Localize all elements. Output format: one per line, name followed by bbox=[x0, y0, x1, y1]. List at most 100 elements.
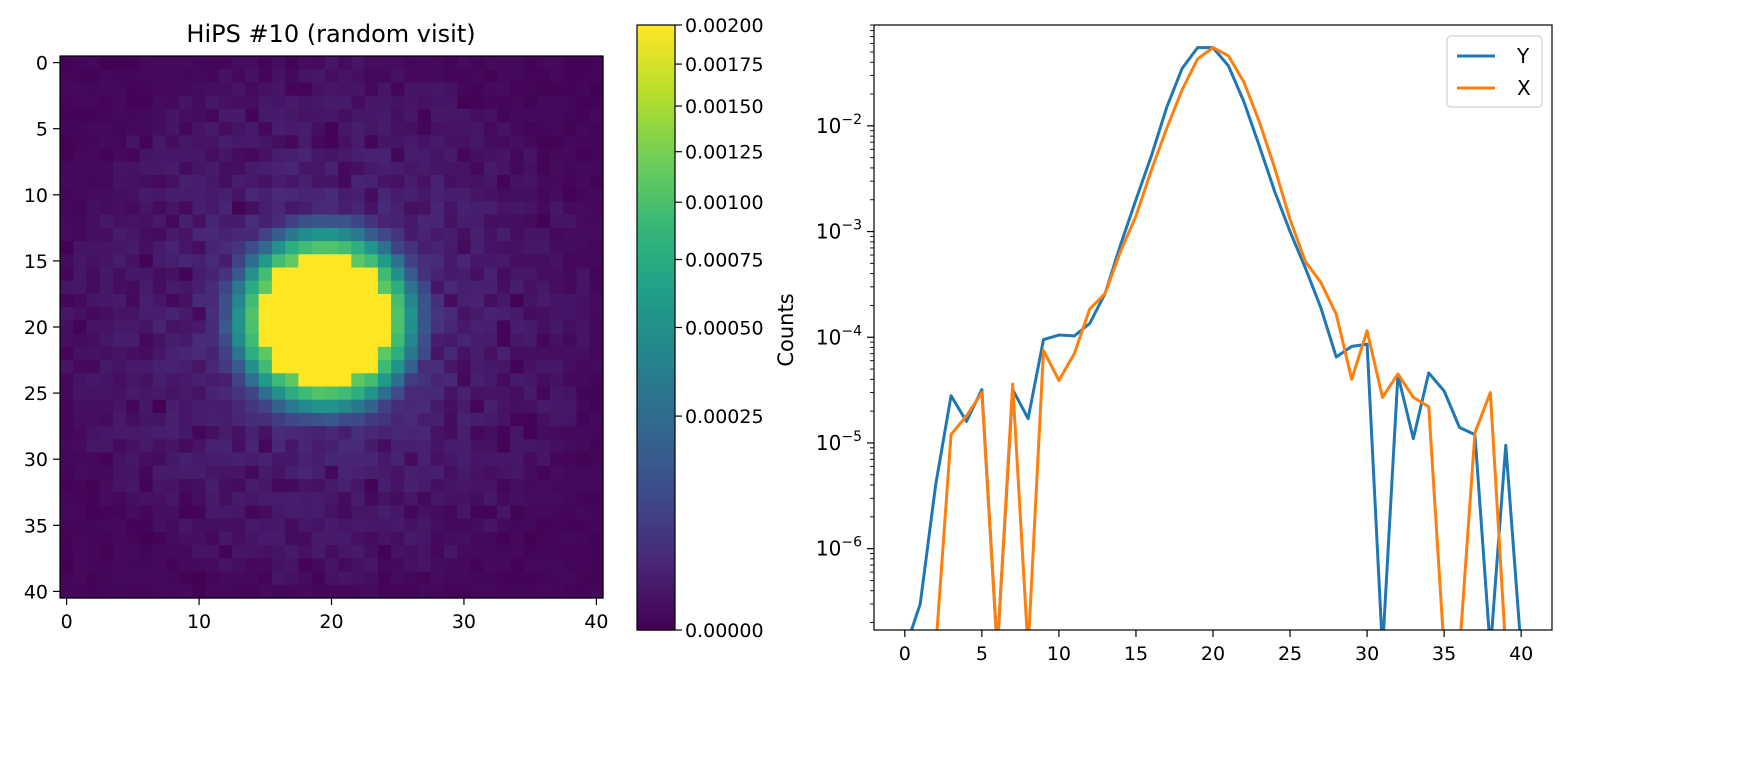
heatmap-cell bbox=[563, 492, 578, 507]
heatmap-cell bbox=[430, 426, 445, 440]
colorbar-strip bbox=[637, 156, 675, 162]
heatmap-cell bbox=[139, 174, 154, 189]
heatmap-cell bbox=[563, 188, 578, 203]
heatmap-cell bbox=[324, 399, 339, 414]
heatmap-cell bbox=[324, 148, 339, 163]
heatmap-cell bbox=[232, 333, 247, 348]
heatmap-cell bbox=[576, 188, 591, 203]
heatmap-cell bbox=[351, 545, 366, 559]
heatmap-cell bbox=[483, 518, 498, 533]
heatmap-cell bbox=[271, 241, 286, 255]
heatmap-cell bbox=[523, 280, 538, 295]
heatmap-cell bbox=[60, 161, 74, 176]
heatmap-cell bbox=[165, 280, 180, 295]
heatmap-cell bbox=[444, 280, 458, 295]
heatmap-cell bbox=[510, 518, 525, 533]
heatmap-cell bbox=[258, 492, 273, 507]
x-tick-label: 15 bbox=[1124, 643, 1148, 665]
heatmap-cell bbox=[126, 293, 141, 308]
heatmap-cell bbox=[311, 399, 326, 414]
heatmap-cell bbox=[510, 571, 525, 586]
line-panel: 0 5 10 15 20 25 30 35 40 10−610−510−410−310−2 Co… bbox=[774, 24, 1553, 665]
heatmap-cell bbox=[536, 69, 551, 84]
heatmap-cell bbox=[60, 69, 74, 84]
colorbar-strip bbox=[637, 403, 675, 409]
heatmap-cell bbox=[73, 161, 88, 176]
heatmap-cell bbox=[205, 161, 220, 176]
heatmap-cell bbox=[338, 241, 352, 255]
heatmap-cell bbox=[205, 201, 220, 216]
heatmap-cell bbox=[351, 439, 366, 454]
heatmap-cell bbox=[179, 135, 194, 150]
heatmap-cell bbox=[589, 373, 604, 388]
heatmap-cell bbox=[99, 161, 114, 176]
heatmap-cell bbox=[430, 545, 445, 559]
heatmap-cell bbox=[258, 386, 273, 401]
heatmap-cell bbox=[152, 56, 167, 70]
heatmap-cell bbox=[152, 280, 167, 295]
heatmap-cell bbox=[165, 399, 180, 414]
heatmap-cell bbox=[99, 201, 114, 216]
heatmap-cell bbox=[245, 161, 260, 176]
heatmap-cell bbox=[444, 254, 458, 269]
heatmap-cell bbox=[391, 346, 405, 361]
heatmap-cell bbox=[298, 188, 313, 203]
colorbar-strip bbox=[637, 216, 675, 223]
heatmap-cell bbox=[152, 360, 167, 374]
heatmap-cell bbox=[152, 412, 167, 427]
heatmap-cell bbox=[165, 188, 180, 203]
heatmap-cell bbox=[536, 267, 551, 282]
heatmap-cell bbox=[457, 452, 472, 467]
heatmap-cell bbox=[165, 69, 180, 84]
heatmap-cell bbox=[364, 241, 379, 255]
heatmap-cell bbox=[218, 267, 233, 282]
heatmap-cell bbox=[510, 148, 525, 163]
heatmap-cell bbox=[232, 241, 247, 255]
heatmap-cell bbox=[112, 307, 127, 321]
heatmap-cell bbox=[285, 584, 299, 599]
heatmap-cell bbox=[536, 479, 551, 493]
heatmap-cell bbox=[391, 214, 405, 229]
heatmap-cell bbox=[391, 452, 405, 467]
heatmap-cell bbox=[179, 293, 194, 308]
heatmap-cell bbox=[470, 267, 485, 282]
heatmap-cell bbox=[444, 320, 458, 335]
heatmap-cell bbox=[589, 148, 604, 163]
heatmap-cell bbox=[179, 227, 194, 242]
heatmap-cell bbox=[192, 69, 207, 84]
heatmap-cell bbox=[112, 492, 127, 507]
heatmap-cell bbox=[444, 558, 458, 573]
heatmap-cell bbox=[377, 161, 392, 176]
heatmap-cell bbox=[258, 439, 273, 454]
heatmap-cell bbox=[510, 174, 525, 189]
heatmap-cell bbox=[351, 360, 366, 374]
heatmap-cell bbox=[391, 122, 405, 136]
heatmap-cell bbox=[497, 307, 511, 321]
heatmap-cell bbox=[73, 227, 88, 242]
heatmap-cell bbox=[311, 492, 326, 507]
heatmap-cell bbox=[165, 426, 180, 440]
heatmap-cell bbox=[205, 386, 220, 401]
heatmap-cell bbox=[351, 452, 366, 467]
heatmap-cell bbox=[192, 518, 207, 533]
heatmap-cell bbox=[523, 108, 538, 123]
heatmap-cell bbox=[483, 505, 498, 520]
heatmap-cell bbox=[510, 214, 525, 229]
heatmap-cell bbox=[99, 108, 114, 123]
heatmap-cell bbox=[112, 465, 127, 480]
heatmap-cell bbox=[417, 571, 432, 586]
heatmap-cell bbox=[497, 584, 511, 599]
heatmap-cell bbox=[576, 571, 591, 586]
heatmap-cell bbox=[536, 452, 551, 467]
heatmap-cell bbox=[112, 122, 127, 136]
heatmap-cell bbox=[73, 439, 88, 454]
heatmap-cell bbox=[589, 399, 604, 414]
heatmap-cell bbox=[536, 56, 551, 70]
heatmap-cell bbox=[364, 531, 379, 546]
heatmap-cell bbox=[73, 148, 88, 163]
heatmap-cell bbox=[417, 531, 432, 546]
heatmap-cell bbox=[404, 558, 419, 573]
heatmap-cell bbox=[377, 492, 392, 507]
heatmap-cell bbox=[470, 56, 485, 70]
heatmap-cell bbox=[377, 135, 392, 150]
